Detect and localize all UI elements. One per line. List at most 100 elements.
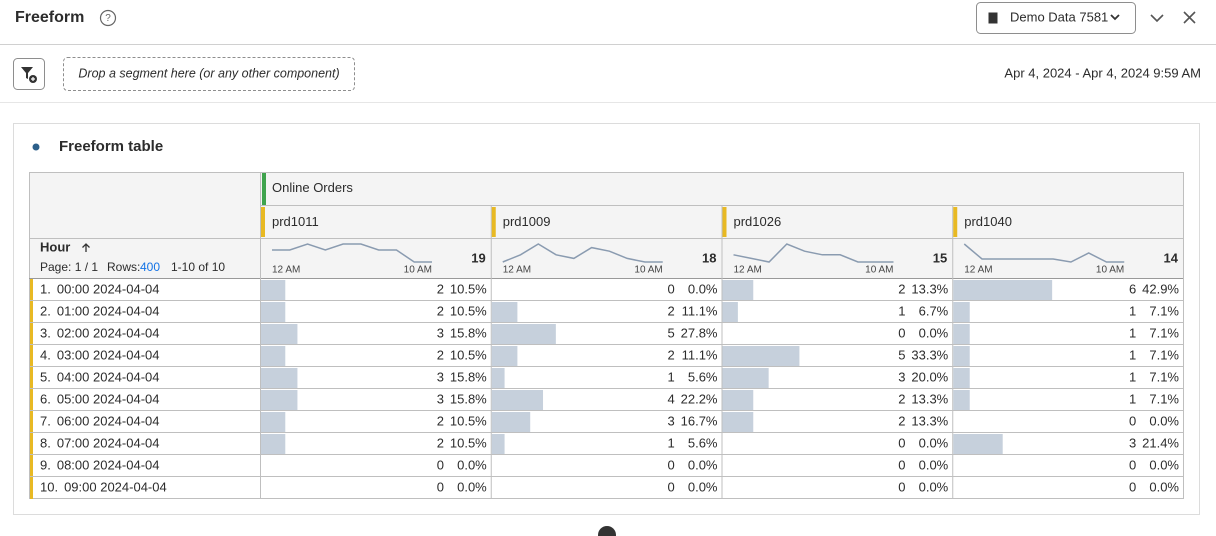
cell-percent: 11.1% [682,303,718,318]
column-marker [953,207,958,237]
cell-bar [953,324,970,344]
column-name[interactable]: prd1040 [964,214,1012,229]
row-rank: 3. [40,325,51,340]
svg-text:?: ? [105,13,111,24]
cell-value: 3 [668,413,675,428]
cell-percent: 13.3% [911,413,948,428]
row-marker [30,433,33,455]
panel-bullet [32,143,40,151]
cell-percent: 0.0% [688,479,718,494]
cell-percent: 20.0% [911,369,948,384]
cell-percent: 15.8% [450,325,487,340]
filter-button[interactable] [13,58,45,90]
cell-bar [491,324,556,344]
cell-bar [491,346,518,366]
spark-end: 10 AM [1096,265,1124,276]
help-icon[interactable]: ? [99,9,117,27]
row-rank: 8. [40,435,51,450]
cell-percent: 0.0% [1149,457,1179,472]
cell-value: 1 [1129,369,1136,384]
row-marker [30,301,33,323]
cell-value: 0 [898,325,905,340]
sparkline [963,243,1125,263]
cell-value: 0 [668,457,675,472]
cell-percent: 15.8% [450,369,487,384]
spark-end: 10 AM [865,265,893,276]
spark-start: 12 AM [503,265,531,276]
close-button[interactable] [1183,11,1196,24]
row-label[interactable]: 09:00 2024-04-04 [64,479,167,494]
add-button[interactable] [598,526,616,536]
row-marker [30,323,33,345]
cell-percent: 0.0% [919,457,949,472]
date-range[interactable]: Apr 4, 2024 - Apr 4, 2024 9:59 AM [1004,65,1201,80]
column-name[interactable]: prd1026 [734,214,782,229]
segment-drop-zone[interactable]: Drop a segment here (or any other compon… [63,57,355,91]
table-border [29,172,1184,499]
cell-value: 0 [1129,479,1136,494]
cell-bar [491,412,531,432]
row-range: 1-10 of 10 [171,260,225,274]
cell-value: 2 [437,413,444,428]
cell-bar [261,346,286,366]
row-label[interactable]: 02:00 2024-04-04 [57,325,160,340]
cell-value: 2 [898,413,905,428]
cell-percent: 6.7% [919,303,949,318]
row-label[interactable]: 08:00 2024-04-04 [57,457,160,472]
row-marker [30,367,33,389]
cell-bar [953,280,1053,300]
row-label[interactable]: 03:00 2024-04-04 [57,347,160,362]
header-background [29,172,1183,278]
cell-value: 0 [898,479,905,494]
cell-percent: 10.5% [450,281,487,296]
collapse-button[interactable] [1150,14,1164,23]
spark-end: 10 AM [404,265,432,276]
cell-value: 0 [898,435,905,450]
cell-bar [722,368,769,388]
page-info: Page: 1 / 1 [40,260,98,274]
row-rank: 4. [40,347,51,362]
sparkline [272,243,432,263]
row-label[interactable]: 04:00 2024-04-04 [57,369,160,384]
cell-bar [261,390,298,410]
cell-value: 0 [437,457,444,472]
cell-percent: 42.9% [1142,281,1179,296]
cell-percent: 7.1% [1149,303,1179,318]
column-name[interactable]: prd1011 [272,214,319,229]
row-marker [30,455,33,477]
spark-start: 12 AM [964,265,992,276]
cell-bar [722,346,800,366]
cell-percent: 27.8% [681,325,718,340]
dataview-dropdown[interactable]: Demo Data 7581 [976,2,1136,34]
cell-bar [722,302,738,322]
row-rank: 5. [40,369,51,384]
cell-bar [491,434,505,454]
row-label[interactable]: 01:00 2024-04-04 [57,303,160,318]
dimension-name[interactable]: Hour [40,239,70,254]
cell-percent: 0.0% [919,325,949,340]
cell-value: 2 [668,347,675,362]
row-rank: 9. [40,457,51,472]
cell-bar [491,302,518,322]
cell-percent: 0.0% [1149,479,1179,494]
cell-percent: 10.5% [450,413,487,428]
row-label[interactable]: 06:00 2024-04-04 [57,413,160,428]
row-label[interactable]: 05:00 2024-04-04 [57,391,160,406]
column-name[interactable]: prd1009 [503,214,551,229]
cell-percent: 0.0% [919,479,949,494]
rows-selector[interactable]: 400 [140,260,160,274]
dataview-name: Demo Data 7581 [1010,9,1108,24]
column-total: 19 [471,250,485,265]
cell-percent: 10.5% [450,303,487,318]
cell-value: 3 [437,369,444,384]
cell-bar [261,280,286,300]
cell-percent: 5.6% [688,369,718,384]
row-marker [30,345,33,367]
metric-marker [262,173,266,205]
cell-percent: 7.1% [1149,391,1179,406]
cell-value: 2 [668,303,675,318]
cell-bar [722,412,754,432]
row-label[interactable]: 00:00 2024-04-04 [57,281,160,296]
row-label[interactable]: 07:00 2024-04-04 [57,435,160,450]
